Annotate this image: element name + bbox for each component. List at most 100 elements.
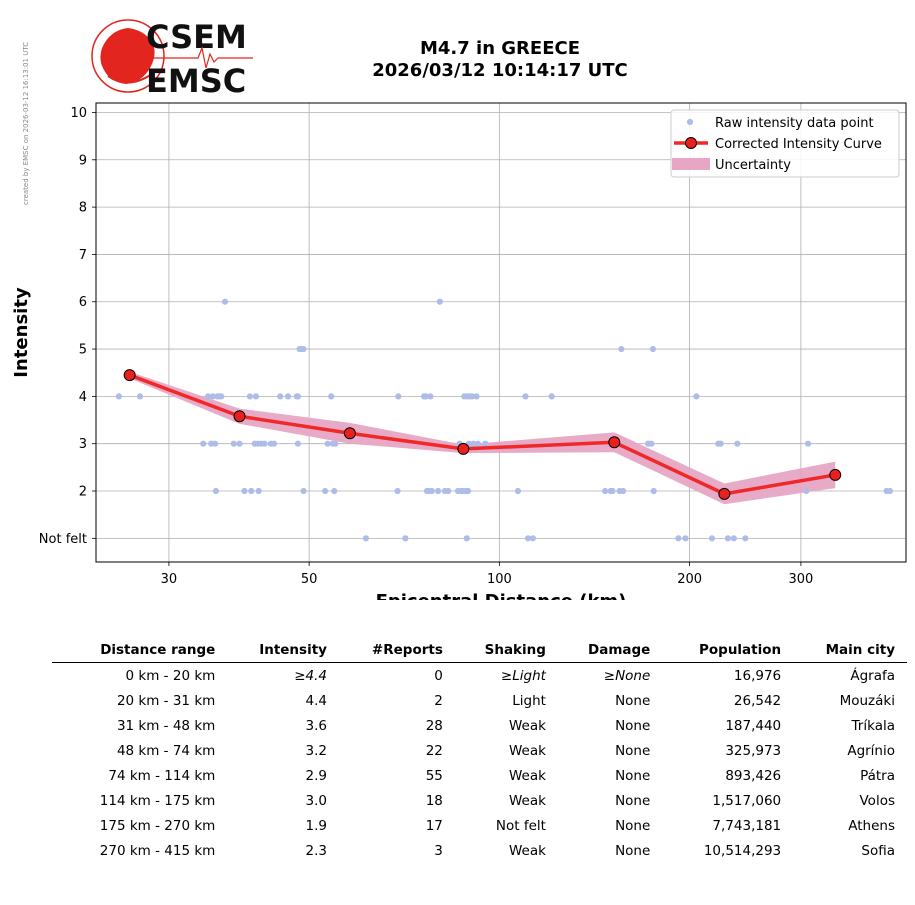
table-body: 0 km - 20 km ≥4.4 0 ≥Light ≥None 16,976 Ágrafa…	[52, 663, 907, 864]
curve-marker	[457, 442, 470, 455]
table-cell: 2.3	[305, 842, 327, 859]
raw-data-point	[470, 440, 477, 447]
raw-data-point	[300, 345, 307, 353]
table-cell: Weak	[508, 842, 546, 859]
table-cell: Weak	[508, 767, 546, 784]
table-row: 270 km - 415 km 2.3 3 Weak None 10,514,293 Sof…	[52, 838, 907, 863]
table-cell: 26,542	[733, 692, 782, 709]
raw-data-point	[730, 535, 737, 542]
raw-data-point	[300, 487, 307, 495]
raw-data-point	[473, 393, 480, 400]
raw-data-point	[609, 487, 616, 495]
table-cell: Weak	[508, 717, 546, 734]
table-cell: 17	[425, 817, 443, 834]
raw-data-point	[482, 440, 489, 447]
raw-data-point	[252, 393, 260, 400]
raw-points	[115, 298, 894, 542]
raw-data-point	[649, 345, 657, 353]
raw-data-point	[212, 487, 219, 495]
table-cell: Weak	[508, 742, 546, 759]
table-cell: 175 km - 270 km	[99, 817, 216, 834]
plot-frame	[95, 102, 907, 563]
raw-data-point	[428, 487, 435, 495]
raw-data-point	[322, 487, 329, 495]
raw-data-point	[693, 393, 700, 400]
table-cell: None	[615, 717, 651, 734]
table-cell: Not felt	[495, 817, 546, 834]
table-cell: 270 km - 415 km	[99, 842, 216, 859]
table-cell: None	[615, 767, 651, 784]
raw-data-point	[524, 535, 532, 542]
table-cell: 74 km - 114 km	[108, 767, 216, 784]
raw-data-point	[618, 345, 625, 353]
table-cell: 18	[425, 792, 443, 809]
logo-text-emsc: EMSC	[146, 62, 246, 98]
legend-raw-swatch	[686, 118, 694, 126]
raw-data-point	[236, 440, 243, 447]
table-row: 31 km - 48 km 3.6 28 Weak None 187,440 Tríkala	[52, 713, 907, 738]
emsc-logo: CSEM EMSC	[91, 18, 253, 98]
raw-data-point	[331, 487, 338, 495]
table-row: 74 km - 114 km 2.9 55 Weak None 893,426 Pátra	[52, 763, 907, 788]
raw-data-point	[548, 393, 555, 400]
raw-data-point	[246, 393, 254, 400]
legend-box	[670, 109, 900, 178]
table-cell: Volos	[859, 792, 896, 809]
raw-data-point	[294, 440, 302, 447]
table-cell: Mouzáki	[839, 692, 895, 709]
table-cell: ≥4.4	[294, 667, 327, 684]
raw-data-point	[230, 440, 237, 447]
raw-data-point	[394, 487, 401, 495]
table-cell: 0	[434, 667, 443, 684]
raw-data-point	[324, 440, 331, 447]
raw-data-point	[474, 440, 482, 447]
raw-data-point	[362, 535, 370, 542]
logo-text-csem: CSEM	[146, 18, 247, 56]
table-cell: Light	[512, 692, 546, 709]
y-tick-label: 8	[79, 201, 87, 216]
uncertainty-band	[129, 371, 836, 505]
table-cell: 187,440	[725, 717, 782, 734]
raw-data-point	[395, 393, 402, 400]
table-cell: None	[615, 792, 651, 809]
raw-data-point	[422, 393, 429, 400]
raw-data-point	[221, 298, 229, 305]
curve-marker	[343, 427, 356, 440]
legend-entry-label: Raw intensity data point	[715, 116, 874, 131]
table-cell: Sofia	[861, 842, 895, 859]
legend: Raw intensity data point Corrected Intens…	[670, 109, 900, 178]
raw-data-point	[427, 393, 434, 400]
table-cell: 3.2	[305, 742, 327, 759]
raw-data-point	[204, 393, 212, 400]
raw-data-point	[200, 440, 207, 447]
x-tick-label: 100	[487, 572, 512, 587]
curve-marker	[718, 487, 731, 500]
raw-data-point	[468, 393, 476, 400]
table-cell: None	[615, 692, 651, 709]
raw-data-point	[115, 393, 122, 400]
table-row: 48 km - 74 km 3.2 22 Weak None 325,973 Agrínio	[52, 738, 907, 763]
raw-data-point	[620, 487, 627, 495]
table-row: 0 km - 20 km ≥4.4 0 ≥Light ≥None 16,976 Ágrafa	[52, 663, 907, 689]
y-axis-label: Intensity	[11, 287, 32, 378]
table-header-cell: Shaking	[454, 640, 558, 663]
table-cell: 3.6	[305, 717, 327, 734]
curve-marker	[123, 369, 136, 382]
table-header-cell: Intensity	[227, 640, 339, 663]
chart-title: M4.7 in GREECE 2026/03/12 10:14:17 UTC	[300, 38, 700, 82]
table-cell: None	[615, 742, 651, 759]
table-cell: 1,517,060	[712, 792, 782, 809]
raw-data-point	[648, 440, 655, 447]
raw-data-point	[218, 393, 225, 400]
axes: 30 50 100 200 300 Not felt 2 3 4 5 6 7 8 9 10 Epicentra…	[11, 102, 907, 600]
raw-data-point	[803, 487, 810, 495]
table-header-cell: Main city	[793, 640, 907, 663]
raw-data-point	[261, 440, 268, 447]
raw-data-point	[464, 487, 472, 495]
raw-data-point	[522, 393, 529, 400]
raw-data-point	[255, 487, 262, 495]
raw-data-point	[514, 487, 522, 495]
corrected-curve-line	[129, 373, 836, 496]
raw-data-point	[332, 440, 339, 447]
corrected-curve	[123, 369, 842, 500]
